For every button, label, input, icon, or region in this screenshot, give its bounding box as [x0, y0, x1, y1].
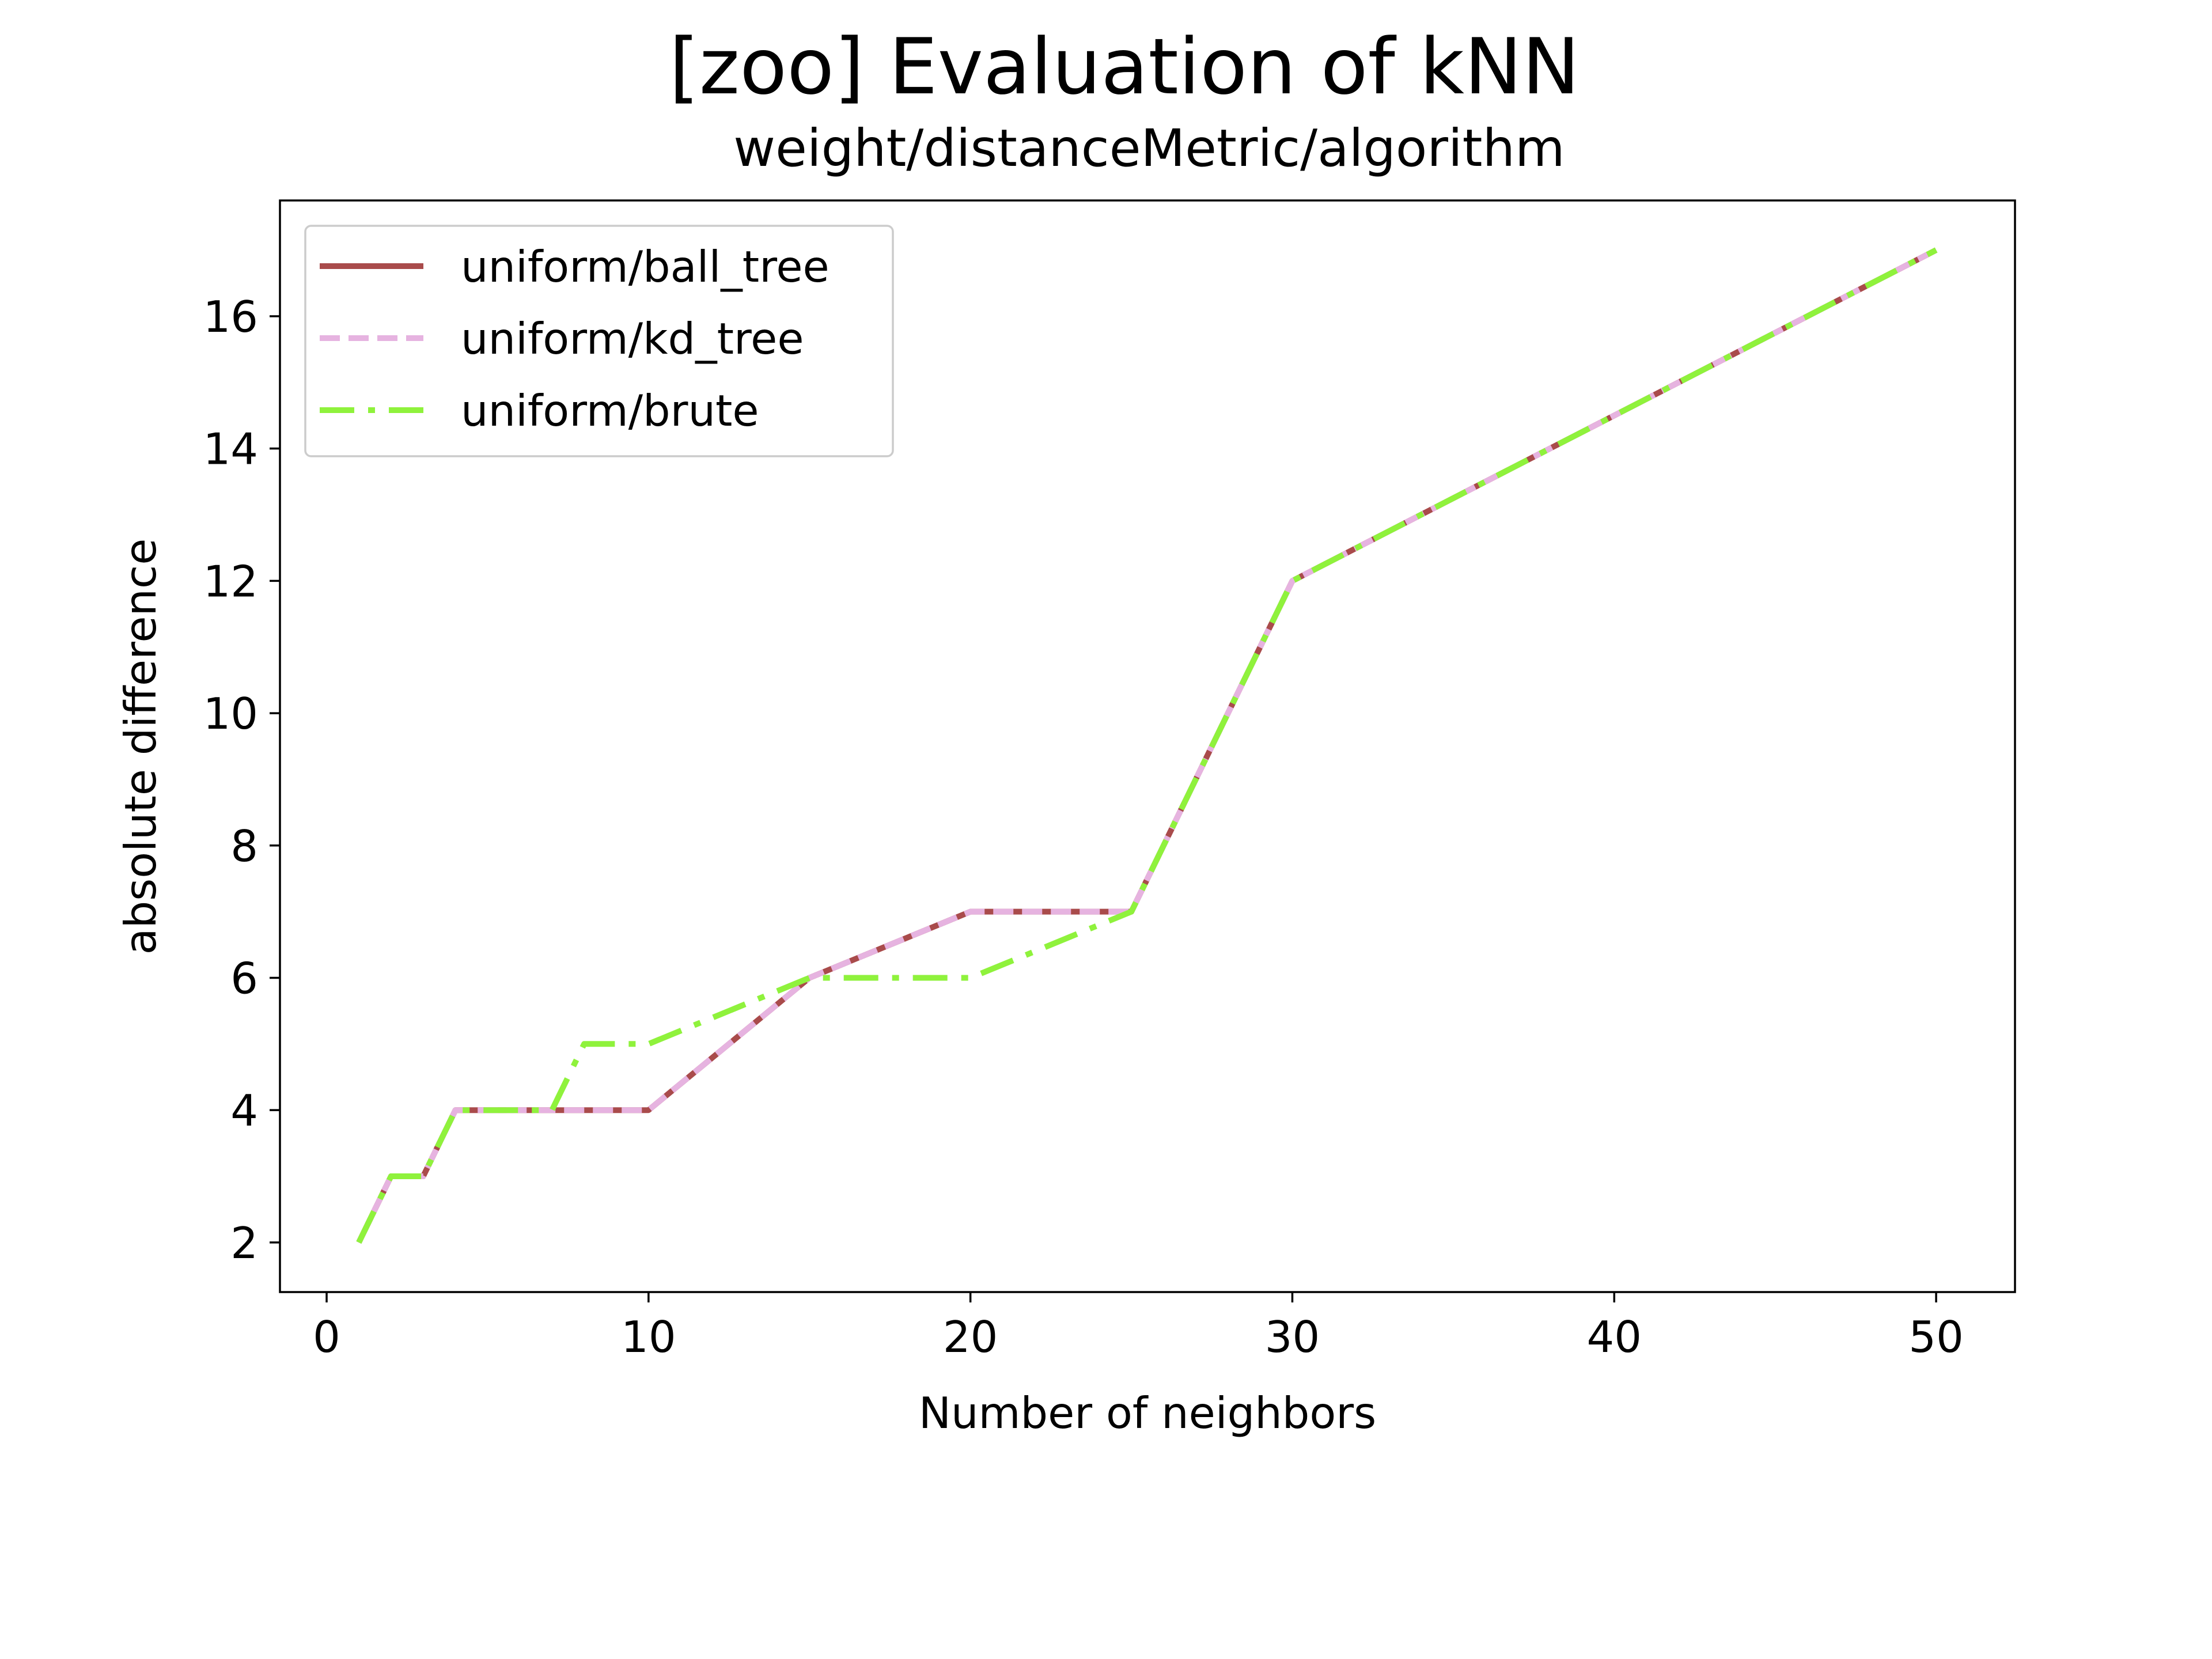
- y-tick-label: 14: [203, 424, 258, 475]
- x-tick-label: 40: [1587, 1312, 1642, 1362]
- series-line-uniform-kd-tree: [356, 247, 1938, 1244]
- y-tick-label: 2: [230, 1218, 258, 1268]
- legend-item: uniform/brute: [320, 385, 759, 436]
- legend-item: uniform/kd_tree: [320, 313, 804, 364]
- series-uniform-brute: [356, 247, 1938, 1244]
- legend: uniform/ball_tree uniform/kd_tree uniform/…: [304, 225, 894, 457]
- x-tick-label: 20: [943, 1312, 998, 1362]
- series-line-uniform-brute: [356, 247, 1938, 1244]
- x-tick-label: 0: [313, 1312, 340, 1362]
- plot-area: [356, 247, 1938, 1244]
- x-tick-label: 30: [1265, 1312, 1320, 1362]
- y-tick-label: 12: [203, 556, 258, 607]
- x-axis-label: Number of neighbors: [919, 1388, 1376, 1438]
- y-axis-label: absolute difference: [115, 539, 166, 955]
- chart-subtitle: weight/distanceMetric/algorithm: [733, 118, 1565, 178]
- y-tick-label: 6: [230, 953, 258, 1003]
- y-tick-label: 10: [203, 688, 258, 739]
- legend-box: [304, 225, 894, 457]
- y-tick-label: 8: [230, 821, 258, 872]
- legend-label: uniform/ball_tree: [461, 241, 830, 292]
- y-tick-label: 16: [203, 291, 258, 342]
- y-tick-label: 4: [230, 1085, 258, 1136]
- legend-item: uniform/ball_tree: [320, 241, 830, 292]
- legend-label: uniform/kd_tree: [461, 313, 804, 364]
- axis-ticks: 0 10 20 30 40 50 2 4 6 8 10 12 14 16: [203, 291, 1964, 1362]
- plot-frame: [279, 199, 2016, 1293]
- x-tick-label: 50: [1908, 1312, 1963, 1362]
- legend-label: uniform/brute: [461, 385, 759, 436]
- chart-title: [zoo] Evaluation of kNN: [669, 22, 1580, 112]
- series-uniform-kd-tree: [356, 247, 1938, 1244]
- x-tick-label: 10: [621, 1312, 676, 1362]
